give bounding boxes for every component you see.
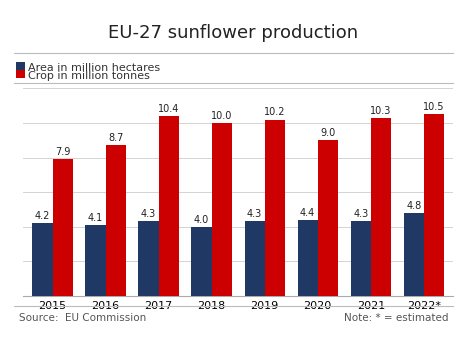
- Text: 10.2: 10.2: [264, 107, 285, 117]
- Bar: [245, 221, 265, 296]
- Bar: [265, 120, 285, 296]
- Bar: [52, 159, 73, 296]
- Bar: [32, 223, 52, 296]
- Bar: [85, 225, 106, 296]
- Text: 4.3: 4.3: [141, 209, 156, 219]
- Text: Note: * = estimated: Note: * = estimated: [344, 313, 448, 323]
- Text: 10.5: 10.5: [423, 102, 445, 112]
- Text: Area in million hectares: Area in million hectares: [28, 63, 160, 73]
- Text: 4.0: 4.0: [194, 215, 209, 225]
- Text: 4.3: 4.3: [353, 209, 368, 219]
- Text: 4.3: 4.3: [247, 209, 262, 219]
- Text: Source:  EU Commission: Source: EU Commission: [19, 313, 146, 323]
- Bar: [106, 146, 126, 296]
- Bar: [212, 123, 232, 296]
- Bar: [159, 116, 179, 296]
- Text: 4.2: 4.2: [35, 211, 50, 221]
- Bar: [318, 140, 338, 296]
- Text: 4.4: 4.4: [300, 208, 315, 218]
- Text: 10.4: 10.4: [158, 104, 179, 114]
- Text: 4.1: 4.1: [88, 213, 103, 223]
- Text: 10.3: 10.3: [370, 106, 391, 116]
- Bar: [138, 221, 159, 296]
- Text: 10.0: 10.0: [211, 111, 233, 121]
- Bar: [351, 221, 371, 296]
- Text: 7.9: 7.9: [55, 147, 71, 157]
- Bar: [297, 220, 318, 296]
- Bar: [403, 213, 424, 296]
- Text: EU-27 sunflower production: EU-27 sunflower production: [108, 24, 359, 42]
- Bar: [424, 114, 444, 296]
- Text: 9.0: 9.0: [320, 128, 335, 138]
- Bar: [191, 227, 212, 296]
- Text: 4.8: 4.8: [406, 201, 421, 211]
- Text: Crop in million tonnes: Crop in million tonnes: [28, 71, 150, 81]
- Bar: [371, 118, 391, 296]
- Text: 8.7: 8.7: [108, 133, 123, 143]
